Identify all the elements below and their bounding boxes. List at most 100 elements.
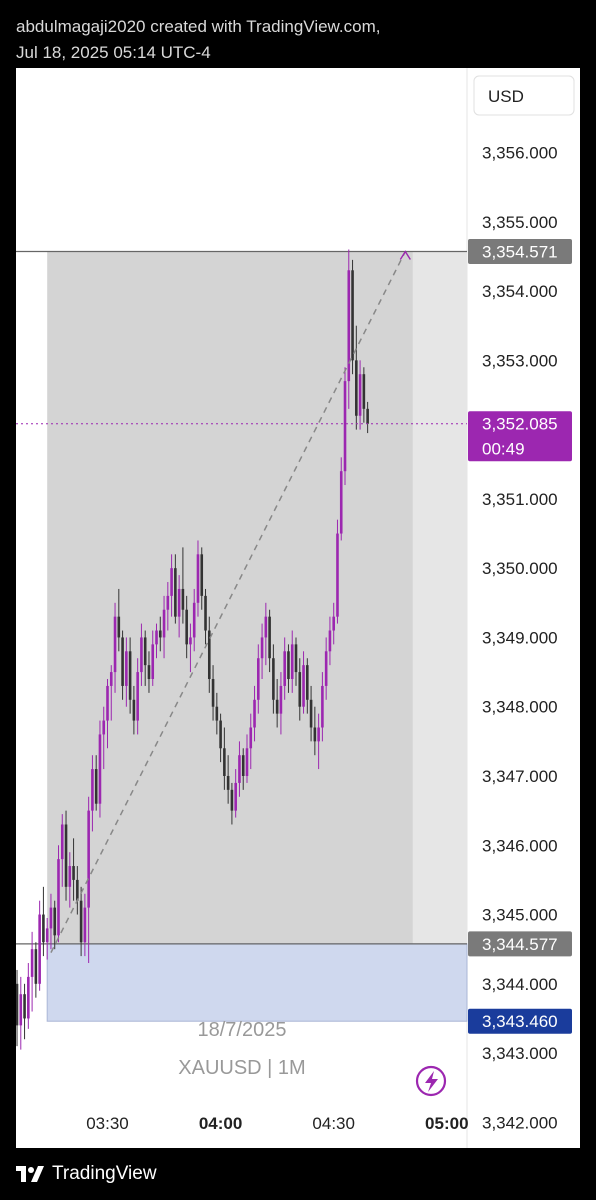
candle bbox=[189, 623, 192, 673]
candle bbox=[91, 755, 94, 832]
candle bbox=[177, 575, 181, 638]
candle-body bbox=[53, 907, 57, 936]
trend-arrow-head bbox=[399, 250, 411, 260]
candle bbox=[215, 692, 219, 735]
time-tick-label: 05:00 bbox=[425, 1114, 468, 1133]
candle-body bbox=[339, 471, 343, 534]
candle-body bbox=[230, 789, 234, 811]
candle bbox=[147, 651, 151, 693]
candle-body bbox=[362, 374, 366, 409]
chart-header: abdulmagaji2020 created with TradingView… bbox=[16, 14, 380, 66]
candle bbox=[260, 623, 264, 680]
candle bbox=[132, 685, 136, 735]
candle-body bbox=[83, 907, 87, 943]
price-tick-label: 3,349.000 bbox=[482, 628, 558, 647]
candle-body bbox=[347, 270, 351, 382]
candle bbox=[87, 796, 90, 964]
candle-body bbox=[275, 699, 279, 714]
candle bbox=[27, 963, 30, 1029]
candle-body bbox=[355, 360, 358, 416]
candle-body bbox=[211, 679, 215, 707]
candle bbox=[211, 665, 215, 721]
candle bbox=[230, 782, 234, 825]
candle-body bbox=[49, 907, 53, 929]
candle bbox=[238, 741, 241, 797]
candle-body bbox=[158, 630, 162, 638]
candle-body bbox=[91, 769, 94, 811]
candlestick-chart[interactable]: 3,342.000 3,343.000 3,344.000 3,345.000 3,34… bbox=[16, 68, 580, 1148]
symbol-label: XAUUSD | 1M bbox=[178, 1057, 305, 1079]
candle-body bbox=[121, 637, 124, 686]
candle bbox=[166, 582, 170, 631]
upper-level-label-bg bbox=[468, 239, 572, 265]
candle bbox=[332, 602, 335, 645]
candle-body bbox=[321, 685, 324, 728]
candle-body bbox=[283, 651, 286, 686]
candles-layer bbox=[16, 249, 369, 1050]
candle bbox=[207, 616, 211, 693]
candle-body bbox=[174, 568, 177, 617]
candle-body bbox=[200, 554, 204, 596]
candle bbox=[170, 554, 173, 617]
candle bbox=[125, 637, 128, 707]
candle bbox=[53, 900, 57, 950]
candle-body bbox=[257, 658, 260, 700]
candle-body bbox=[196, 554, 200, 603]
candle-body bbox=[125, 651, 128, 686]
candle-body bbox=[23, 994, 26, 1019]
candle bbox=[42, 886, 45, 957]
chart-date-label: 18/7/2025 bbox=[198, 1019, 287, 1041]
candle bbox=[64, 810, 68, 901]
candle bbox=[196, 540, 200, 617]
candle bbox=[94, 755, 98, 811]
current-price-label: 3,352.085 bbox=[482, 415, 558, 434]
candle-body bbox=[106, 685, 109, 721]
price-tick-label: 3,348.000 bbox=[482, 698, 558, 717]
candle-body bbox=[177, 588, 181, 617]
candle bbox=[136, 658, 139, 735]
candle bbox=[192, 588, 196, 652]
price-tick-label: 3,356.000 bbox=[482, 144, 558, 163]
candle bbox=[49, 893, 53, 950]
candle bbox=[328, 616, 332, 666]
candle bbox=[249, 713, 253, 770]
candle bbox=[257, 644, 260, 714]
candle bbox=[358, 360, 362, 430]
candle-body bbox=[336, 533, 339, 617]
candle-body bbox=[279, 685, 283, 714]
candle-body bbox=[140, 637, 143, 673]
candle bbox=[19, 976, 23, 1050]
candle bbox=[223, 727, 226, 790]
tradingview-logo-icon bbox=[16, 1166, 44, 1182]
candle-body bbox=[34, 949, 38, 984]
candle bbox=[343, 367, 347, 486]
candle bbox=[181, 547, 185, 624]
candle-body bbox=[298, 672, 302, 707]
candle-body bbox=[192, 602, 196, 638]
candle-body bbox=[189, 637, 192, 645]
currency-button[interactable] bbox=[473, 75, 575, 116]
box-bottom-label: 3,343.460 bbox=[482, 1012, 558, 1031]
candle-body bbox=[313, 727, 317, 742]
creator-line: abdulmagaji2020 created with TradingView… bbox=[16, 17, 381, 36]
candle-body bbox=[147, 665, 151, 680]
candle-body bbox=[328, 630, 332, 652]
candle bbox=[362, 367, 366, 423]
candle-body bbox=[94, 769, 98, 804]
candle bbox=[275, 679, 279, 728]
candle bbox=[264, 602, 268, 666]
candle bbox=[113, 602, 117, 693]
candle-body bbox=[268, 616, 271, 659]
candle bbox=[204, 588, 207, 645]
candle bbox=[34, 942, 38, 998]
candle-body bbox=[38, 914, 41, 984]
footer: TradingView bbox=[16, 1160, 157, 1188]
candle bbox=[306, 658, 309, 714]
candle-body bbox=[45, 928, 49, 943]
candle bbox=[351, 259, 354, 375]
time-tick-label: 04:00 bbox=[199, 1114, 242, 1133]
candle-body bbox=[366, 408, 369, 424]
lightning-icon[interactable] bbox=[415, 1065, 447, 1097]
candle-body bbox=[234, 782, 237, 811]
candle bbox=[339, 457, 343, 541]
